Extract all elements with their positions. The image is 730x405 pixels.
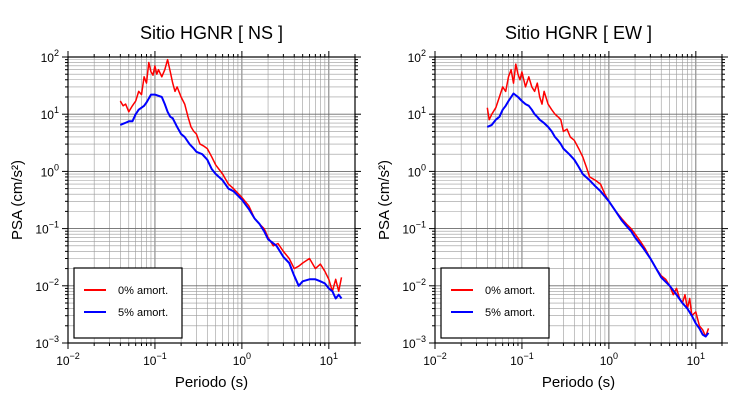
- y-tick-label: 10−3: [402, 334, 426, 351]
- chart-title: Sitio HGNR [ EW ]: [505, 23, 652, 43]
- legend-label: 0% amort.: [485, 285, 535, 297]
- y-tick-label: 102: [408, 48, 426, 65]
- y-tick-label: 10−3: [35, 334, 59, 351]
- y-tick-label: 101: [408, 105, 426, 122]
- series-group: [486, 63, 710, 338]
- y-tick-label: 10−2: [402, 277, 426, 294]
- y-axis-label: PSA (cm/s²): [376, 160, 393, 240]
- y-tick-label: 10−2: [35, 277, 59, 294]
- legend-label: 0% amort.: [118, 285, 168, 297]
- x-tick-label: 10−1: [143, 351, 167, 368]
- y-tick-label: 10−1: [402, 220, 426, 237]
- y-tick-label: 100: [41, 162, 59, 179]
- series-line-2: [119, 93, 343, 300]
- legend: 0% amort. 5% amort.: [73, 267, 183, 339]
- legend-label: 5% amort.: [118, 307, 168, 319]
- y-tick-label: 10−1: [35, 220, 59, 237]
- series-group: [119, 58, 343, 300]
- x-tick-label: 100: [600, 351, 618, 368]
- x-axis-label: Periodo (s): [175, 374, 248, 391]
- legend-box: [73, 267, 183, 339]
- series-line-2: [486, 92, 710, 338]
- chart-title: Sitio HGNR [ NS ]: [140, 23, 283, 43]
- plot-frame: [434, 56, 723, 344]
- x-tick-label: 101: [320, 351, 338, 368]
- chart-panel-1: 10−2 10−1 100 10110−310−210−1100101102Sitio…: [9, 23, 361, 391]
- y-tick-label: 102: [41, 48, 59, 65]
- legend-label: 5% amort.: [485, 307, 535, 319]
- x-tick-label: 10−2: [423, 351, 447, 368]
- series-line-1: [119, 58, 343, 293]
- y-axis-label: PSA (cm/s²): [9, 160, 26, 240]
- y-tick-label: 101: [41, 105, 59, 122]
- y-tick-label: 100: [408, 162, 426, 179]
- legend-box: [440, 267, 550, 339]
- x-tick-label: 101: [687, 351, 705, 368]
- x-tick-label: 10−1: [510, 351, 534, 368]
- series-line-1: [486, 63, 710, 338]
- x-tick-label: 100: [233, 351, 251, 368]
- tick-marks: [429, 51, 728, 349]
- plot-frame: [67, 56, 356, 344]
- x-axis-label: Periodo (s): [542, 374, 615, 391]
- chart-panel-2: 10−2 10−1 100 10110−310−210−1100101102Sitio…: [376, 23, 728, 391]
- tick-marks: [62, 51, 361, 349]
- legend: 0% amort. 5% amort.: [440, 267, 550, 339]
- x-tick-label: 10−2: [56, 351, 80, 368]
